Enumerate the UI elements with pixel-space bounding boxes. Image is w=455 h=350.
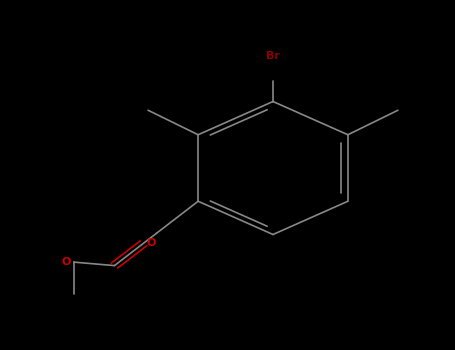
Text: O: O [147, 238, 157, 248]
Text: O: O [62, 257, 71, 267]
Text: Br: Br [266, 51, 280, 61]
